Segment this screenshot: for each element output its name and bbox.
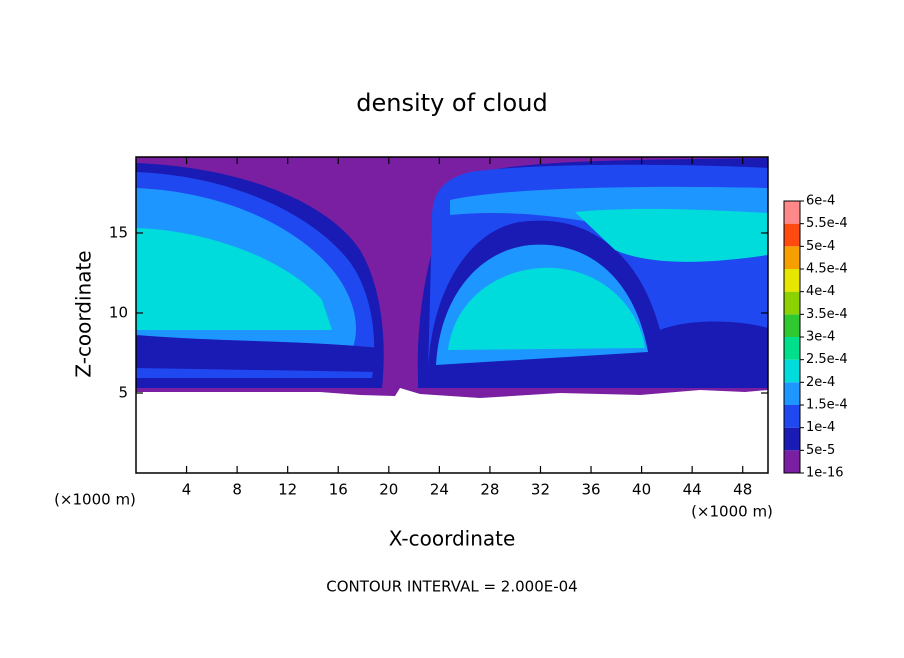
colorbar-label: 2.5e-4 <box>806 352 848 367</box>
x-tick-label: 12 <box>278 481 297 499</box>
y-axis-label: Z-coordinate <box>72 250 96 377</box>
colorbar-box <box>784 269 800 292</box>
x-tick-label: 32 <box>531 481 550 499</box>
colorbar-box <box>784 314 800 337</box>
colorbar-label: 6e-4 <box>806 194 835 209</box>
colorbar-label: 4e-4 <box>806 284 835 299</box>
annotation: CONTOUR INTERVAL = 2.000E-04 <box>326 578 577 596</box>
y-tick-label: 10 <box>109 304 128 322</box>
colorbar-box <box>784 246 800 269</box>
colorbar-label: 5e-4 <box>806 239 835 254</box>
x-tick-label: 36 <box>581 481 600 499</box>
contour-region <box>136 228 332 330</box>
y-tick-label: 15 <box>109 224 128 242</box>
colorbar-label: 3e-4 <box>806 330 835 345</box>
colorbar-box <box>784 450 800 473</box>
x-tick-label: 20 <box>379 481 398 499</box>
x-tick-label: 24 <box>430 481 449 499</box>
colorbar-box <box>784 382 800 405</box>
x-axis-label: X-coordinate <box>389 527 516 551</box>
plot-frame <box>135 156 769 474</box>
x-tick-label: 4 <box>182 481 192 499</box>
x-tick-label: 8 <box>232 481 242 499</box>
x-tick-label: 16 <box>329 481 348 499</box>
contour-region <box>575 208 768 262</box>
colorbar-label: 1e-16 <box>806 466 844 481</box>
y-tick-label: 5 <box>118 384 128 402</box>
colorbar-box <box>784 427 800 451</box>
contour-field <box>136 157 768 398</box>
colorbar-box <box>784 201 800 224</box>
colorbar-box <box>784 337 800 360</box>
x-tick-label: 28 <box>480 481 499 499</box>
contour-region <box>448 267 645 350</box>
colorbar-label: 1e-4 <box>806 420 835 435</box>
colorbar-label: 5e-5 <box>806 443 835 458</box>
x-tick-label: 44 <box>683 481 702 499</box>
colorbar-box <box>784 359 800 383</box>
colorbar-label: 3.5e-4 <box>806 307 848 322</box>
y-unit: (×1000 m) <box>54 491 136 509</box>
x-tick-label: 40 <box>632 481 651 499</box>
colorbar-label: 4.5e-4 <box>806 262 848 277</box>
colorbar-box <box>784 291 800 315</box>
chart-title: density of cloud <box>356 89 547 117</box>
colorbar-box <box>784 223 800 247</box>
colorbar-label: 5.5e-4 <box>806 216 848 231</box>
x-tick-label: 48 <box>733 481 752 499</box>
colorbar-label: 2e-4 <box>806 375 835 390</box>
x-unit: (×1000 m) <box>691 503 773 521</box>
contour-region <box>136 335 380 372</box>
colorbar-label: 1.5e-4 <box>806 398 848 413</box>
colorbar-box <box>784 405 800 428</box>
